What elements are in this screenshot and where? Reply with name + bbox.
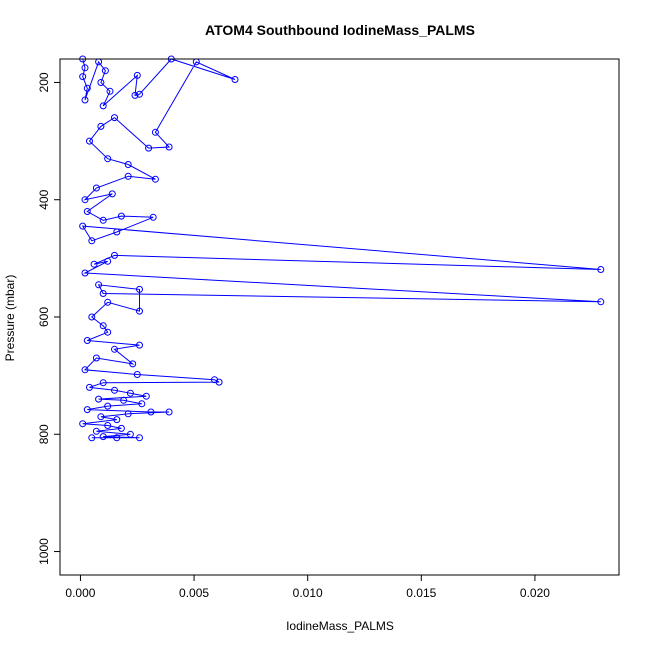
data-point <box>106 87 114 95</box>
data-point <box>124 410 132 418</box>
x-axis-label: IodineMass_PALMS <box>286 619 394 633</box>
data-point <box>90 260 98 268</box>
y-axis-label: Pressure (mbar) <box>3 275 17 362</box>
data-point <box>79 420 87 428</box>
data-point <box>113 228 121 236</box>
data-point <box>149 213 157 221</box>
data-point <box>104 402 112 410</box>
data-point <box>97 413 105 421</box>
x-axis: 0.000 0.005 0.010 0.015 0.020 <box>65 574 550 600</box>
data-point <box>95 395 103 403</box>
data-point <box>111 114 118 122</box>
data-point <box>597 266 605 273</box>
series-line <box>81 58 601 439</box>
x-tick-label: 0.010 <box>293 586 323 600</box>
data-point <box>101 67 109 75</box>
data-point <box>99 322 107 330</box>
data-point <box>99 433 107 441</box>
data-layer <box>79 55 605 442</box>
data-point <box>131 91 139 99</box>
data-point <box>97 79 105 86</box>
data-point <box>88 237 96 245</box>
y-axis: 200 400 600 800 1000 <box>37 72 61 565</box>
data-point <box>104 422 112 429</box>
data-point <box>79 73 87 81</box>
data-point <box>231 76 239 83</box>
data-point <box>99 290 107 297</box>
data-point <box>99 216 107 224</box>
data-point <box>126 430 134 438</box>
y-tick-label: 200 <box>37 72 51 92</box>
data-point <box>117 212 125 220</box>
data-point <box>81 269 89 277</box>
data-point <box>117 424 125 432</box>
data-point <box>83 337 91 344</box>
data-point <box>81 64 89 72</box>
y-tick-label: 400 <box>37 189 51 209</box>
y-tick-label: 800 <box>37 424 51 444</box>
data-point <box>113 434 121 442</box>
data-point <box>83 208 91 215</box>
data-point <box>79 222 87 230</box>
data-point <box>142 392 150 400</box>
data-point <box>136 434 143 442</box>
data-point <box>111 345 118 353</box>
data-point <box>145 144 153 152</box>
chart-title: ATOM4 Southbound IodineMass_PALMS <box>205 22 475 38</box>
data-point <box>124 172 132 180</box>
data-point <box>151 175 159 183</box>
data-point <box>133 371 141 378</box>
data-point <box>88 434 96 442</box>
data-point <box>136 307 143 315</box>
data-point <box>597 298 605 306</box>
data-point <box>104 298 112 306</box>
data-point <box>126 389 134 397</box>
data-point <box>86 137 93 145</box>
data-point <box>97 122 105 130</box>
data-point <box>111 251 118 259</box>
data-point <box>104 328 112 336</box>
data-point <box>86 383 93 391</box>
data-point <box>124 161 132 168</box>
data-point <box>88 313 96 321</box>
data-point <box>113 416 121 424</box>
x-tick-label: 0.015 <box>406 586 436 600</box>
data-point <box>104 257 112 265</box>
data-point <box>104 155 112 163</box>
x-tick-label: 0.005 <box>179 586 209 600</box>
y-tick-label: 1000 <box>37 538 51 565</box>
data-point <box>138 400 146 408</box>
data-point <box>133 71 141 79</box>
x-tick-label: 0.020 <box>520 586 550 600</box>
data-point <box>147 408 155 416</box>
data-point <box>83 406 91 414</box>
data-point <box>165 143 173 151</box>
data-point <box>108 190 116 198</box>
data-point <box>129 360 137 368</box>
data-point <box>81 196 89 204</box>
data-point <box>99 102 107 110</box>
data-point <box>215 378 223 386</box>
x-tick-label: 0.000 <box>65 586 95 600</box>
data-point <box>136 341 143 349</box>
y-tick-label: 600 <box>37 307 51 327</box>
data-point <box>81 366 89 374</box>
data-point <box>136 90 143 98</box>
data-point <box>92 354 100 362</box>
data-point <box>99 379 107 387</box>
data-point <box>92 184 100 192</box>
data-point <box>92 427 100 435</box>
data-point <box>165 408 173 416</box>
data-point <box>95 281 103 289</box>
data-point <box>151 128 159 136</box>
data-point <box>111 386 118 394</box>
data-point <box>136 285 143 293</box>
data-point <box>81 96 89 104</box>
data-point <box>120 396 128 404</box>
data-point <box>83 84 91 92</box>
